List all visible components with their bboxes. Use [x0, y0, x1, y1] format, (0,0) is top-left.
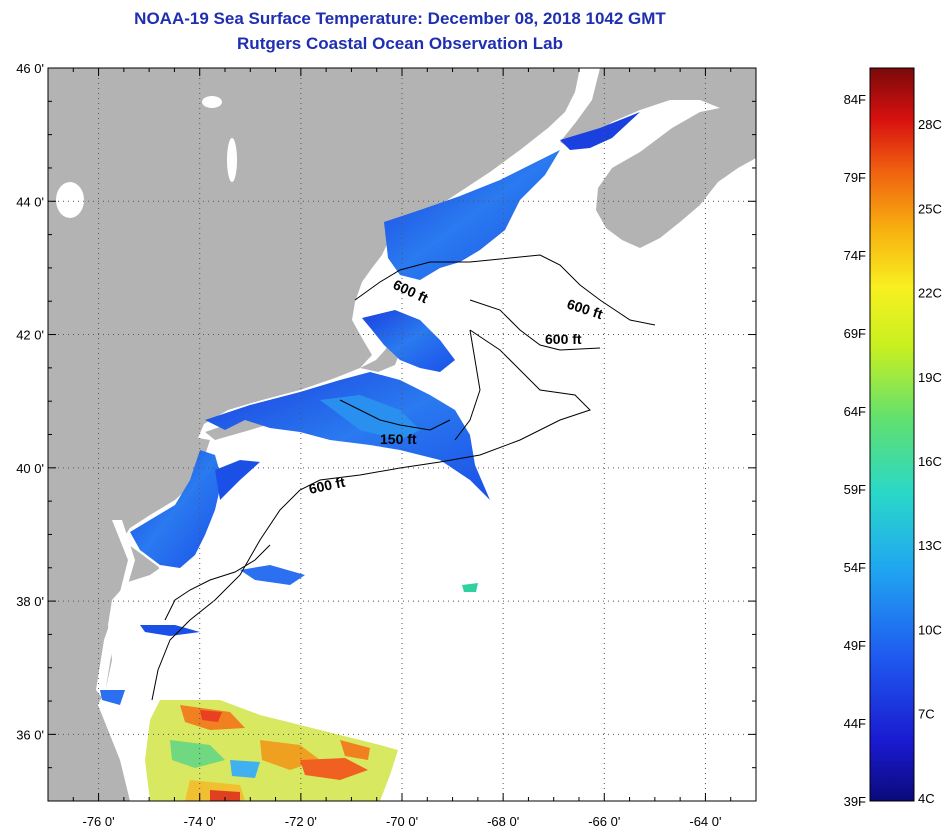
colorbar-ramp — [869, 67, 915, 802]
lon-tick-label: -72 0' — [285, 814, 317, 829]
sst-gulf-stream-patch — [145, 700, 398, 801]
lat-tick-label: 44 0' — [16, 194, 44, 209]
lon-tick-label: -64 0' — [689, 814, 721, 829]
colorbar-f-label: 74F — [844, 248, 866, 263]
chart-title: NOAA-19 Sea Surface Temperature: Decembe… — [134, 9, 666, 28]
colorbar-c-label: 16C — [918, 454, 942, 469]
lat-tick-label: 40 0' — [16, 461, 44, 476]
bathymetry-contours — [151, 254, 656, 701]
colorbar-f-label: 54F — [844, 560, 866, 575]
land-us-mainland — [48, 68, 580, 801]
land-canada-maritimes — [560, 68, 756, 248]
colorbar-f-label: 44F — [844, 716, 866, 731]
contour-label-150ft: 150 ft — [380, 431, 417, 447]
colorbar-c-label: 13C — [918, 538, 942, 553]
colorbar-c-label: 25C — [918, 201, 942, 216]
colorbar-f-label: 64F — [844, 404, 866, 419]
sst-coastal-field — [100, 112, 640, 705]
lat-tick-label: 36 0' — [16, 727, 44, 742]
colorbar-f-label: 39F — [844, 794, 866, 809]
contour-label-600ft-3: 600 ft — [545, 331, 582, 347]
graticule — [48, 68, 756, 801]
colorbar-f-label: 59F — [844, 482, 866, 497]
colorbar-f-label: 79F — [844, 170, 866, 185]
chart-subtitle: Rutgers Coastal Ocean Observation Lab — [237, 34, 563, 53]
lon-tick-label: -76 0' — [83, 814, 115, 829]
colorbar-f-label: 49F — [844, 638, 866, 653]
colorbar-c-label: 28C — [918, 117, 942, 132]
colorbar: 84F 79F 74F 69F 64F 59F 54F 49F 44F 39F 28C 25C 22C 1… — [844, 67, 942, 809]
colorbar-f-label: 69F — [844, 326, 866, 341]
lat-tick-label: 38 0' — [16, 594, 44, 609]
lon-tick-label: -68 0' — [487, 814, 519, 829]
contour-label-600ft-4: 600 ft — [307, 474, 346, 497]
colorbar-c-label: 4C — [918, 791, 935, 806]
map-plot-area: 600 ft 600 ft 600 ft 150 ft 600 ft — [48, 68, 756, 801]
colorbar-c-label: 7C — [918, 707, 935, 722]
colorbar-f-label: 84F — [844, 92, 866, 107]
colorbar-labels: 84F 79F 74F 69F 64F 59F 54F 49F 44F 39F 28C 25C 22C 1… — [844, 92, 942, 809]
lat-tick-label: 42 0' — [16, 328, 44, 343]
lon-tick-label: -66 0' — [588, 814, 620, 829]
map-axes: -76 0' -74 0' -72 0' -70 0' -68 0' -66 0' -64 … — [16, 61, 757, 829]
lon-tick-label: -74 0' — [184, 814, 216, 829]
colorbar-c-label: 22C — [918, 286, 942, 301]
colorbar-c-label: 19C — [918, 370, 942, 385]
colorbar-c-label: 10C — [918, 622, 942, 637]
lat-tick-label: 46 0' — [16, 61, 44, 76]
lon-tick-label: -70 0' — [386, 814, 418, 829]
